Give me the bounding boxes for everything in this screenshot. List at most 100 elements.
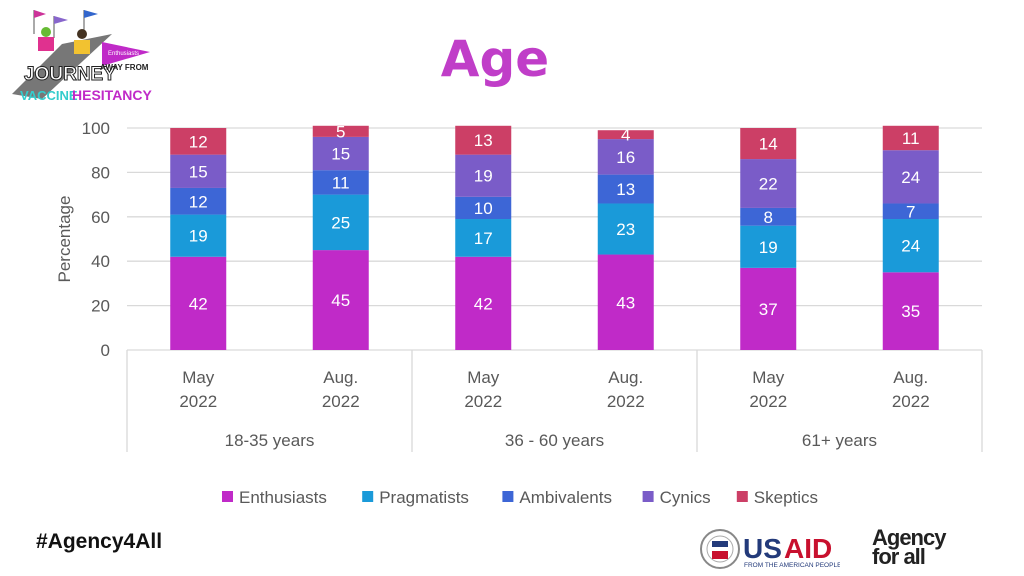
bar-segment-enthusiasts: [597, 254, 654, 350]
x-tick-label: 2022: [464, 392, 502, 411]
x-tick-label: Aug.: [608, 368, 643, 387]
bar-segment-cynics: [455, 154, 512, 197]
legend-swatch: [642, 491, 654, 502]
journey-logo: Enthusiasts JOURNEY AWAY FROM VACCINE HE…: [12, 10, 152, 103]
bar-segment-cynics: [740, 159, 797, 208]
data-label: 19: [474, 167, 493, 186]
legend-swatch: [736, 491, 748, 502]
data-label: 35: [901, 302, 920, 321]
bar-segment-skeptics: [597, 130, 654, 140]
bar-segment-ambivalents: [882, 203, 939, 220]
legend-swatch: [362, 491, 374, 502]
bar-segment-skeptics: [312, 125, 369, 137]
y-tick-label: 80: [91, 163, 110, 182]
legend-entry: Ambivalents: [519, 488, 612, 507]
bar-segment-cynics: [312, 136, 369, 171]
x-tick-label: May: [182, 368, 215, 387]
data-label: 12: [189, 192, 208, 211]
data-label: 14: [759, 135, 778, 154]
bar-segment-skeptics: [170, 128, 227, 155]
bar-segment-pragmatists: [312, 194, 369, 251]
page-title: Age: [440, 30, 550, 88]
legend-swatch: [222, 491, 233, 502]
legend-entry: Pragmatists: [379, 488, 469, 507]
y-tick-label: 60: [91, 208, 110, 227]
data-label: 11: [332, 173, 350, 192]
legend-entry: Cynics: [660, 488, 711, 507]
svg-text:AWAY FROM: AWAY FROM: [100, 63, 149, 72]
data-label: 13: [616, 180, 635, 199]
y-tick-label: 20: [91, 297, 110, 316]
data-label: 24: [901, 168, 920, 187]
bar-segment-pragmatists: [882, 219, 939, 273]
x-tick-label: 2022: [179, 392, 217, 411]
y-axis-label: Percentage: [55, 196, 74, 283]
svg-text:HESITANCY: HESITANCY: [72, 87, 152, 103]
data-label: 11: [902, 129, 920, 148]
bar-segment-pragmatists: [170, 214, 227, 257]
bar-segment-ambivalents: [740, 207, 797, 226]
svg-text:VACCINE: VACCINE: [20, 88, 78, 103]
bar-segment-pragmatists: [597, 203, 654, 255]
data-label: 22: [759, 175, 778, 194]
x-tick-label: 2022: [892, 392, 930, 411]
data-label: 42: [189, 294, 208, 313]
x-tick-label: 2022: [749, 392, 787, 411]
svg-text:AID: AID: [784, 533, 832, 564]
bar-segment-ambivalents: [170, 187, 227, 215]
data-label: 25: [331, 213, 350, 232]
data-label: 12: [189, 132, 208, 151]
data-label: 23: [616, 220, 635, 239]
data-label: 10: [474, 199, 493, 218]
usaid-logo: US AID FROM THE AMERICAN PEOPLE: [700, 529, 840, 569]
bar-segment-enthusiasts: [312, 250, 369, 350]
data-label: 4: [621, 126, 630, 145]
x-tick-label: May: [752, 368, 785, 387]
bar-segment-enthusiasts: [882, 272, 939, 350]
group-label: 61+ years: [802, 431, 877, 450]
data-label: 45: [331, 291, 350, 310]
y-tick-label: 0: [101, 341, 110, 360]
bar-segment-cynics: [882, 150, 939, 204]
agency-for-all-logo: Agency for all: [872, 525, 946, 569]
bar-segment-enthusiasts: [455, 256, 512, 350]
bar-segment-enthusiasts: [740, 267, 797, 350]
bar-segment-skeptics: [882, 125, 939, 151]
data-label: 37: [759, 300, 778, 319]
data-label: 15: [189, 162, 208, 181]
data-label: 16: [616, 148, 635, 167]
legend-swatch: [502, 491, 514, 502]
legend-entry: Skeptics: [754, 488, 818, 507]
svg-text:Enthusiasts: Enthusiasts: [108, 51, 139, 57]
bar-segment-ambivalents: [597, 174, 654, 204]
data-label: 17: [474, 229, 493, 248]
data-label: 42: [474, 294, 493, 313]
bar-segment-skeptics: [740, 128, 797, 160]
data-label: 5: [336, 122, 345, 141]
data-label: 15: [331, 145, 350, 164]
data-label: 19: [759, 238, 778, 257]
bar-segment-cynics: [170, 154, 227, 188]
bar-segment-pragmatists: [740, 225, 797, 268]
x-tick-label: 2022: [607, 392, 645, 411]
data-label: 8: [764, 208, 773, 227]
svg-text:US: US: [743, 533, 782, 564]
data-label: 19: [189, 227, 208, 246]
svg-text:FROM THE AMERICAN PEOPLE: FROM THE AMERICAN PEOPLE: [744, 562, 840, 569]
bar-segment-pragmatists: [455, 219, 512, 257]
bar-segment-enthusiasts: [170, 256, 227, 350]
bar-segment-ambivalents: [312, 170, 369, 195]
data-label: 43: [616, 293, 635, 312]
group-label: 18-35 years: [225, 431, 315, 450]
x-tick-label: Aug.: [323, 368, 358, 387]
y-tick-label: 100: [82, 119, 110, 138]
bar-segment-skeptics: [455, 125, 512, 155]
data-label: 24: [901, 237, 920, 256]
x-tick-label: 2022: [322, 392, 360, 411]
svg-text:JOURNEY: JOURNEY: [24, 64, 116, 85]
legend-entry: Enthusiasts: [239, 488, 327, 507]
group-label: 36 - 60 years: [505, 431, 604, 450]
bar-segment-cynics: [597, 139, 654, 175]
x-tick-label: May: [467, 368, 500, 387]
